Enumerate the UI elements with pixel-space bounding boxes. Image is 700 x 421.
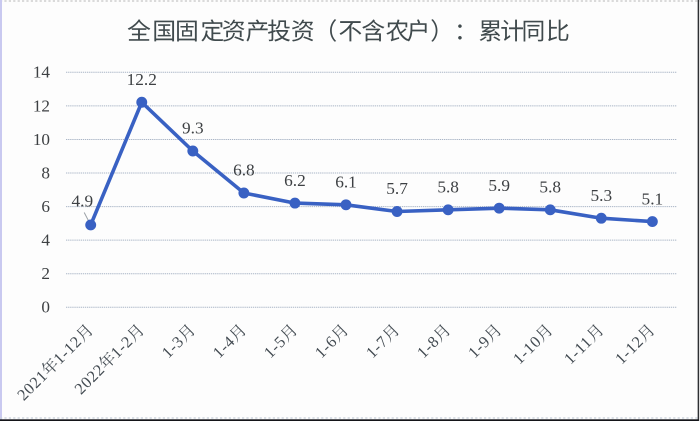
svg-text:9.3: 9.3 <box>182 119 204 138</box>
svg-text:6.8: 6.8 <box>233 161 255 180</box>
svg-text:12.2: 12.2 <box>127 70 157 89</box>
svg-text:6: 6 <box>41 197 50 216</box>
svg-text:0: 0 <box>41 298 50 317</box>
svg-text:12: 12 <box>33 96 50 115</box>
svg-text:5.1: 5.1 <box>642 189 664 208</box>
svg-text:14: 14 <box>33 63 51 82</box>
svg-text:6.1: 6.1 <box>335 172 357 191</box>
svg-text:8: 8 <box>41 163 50 182</box>
svg-text:5.3: 5.3 <box>590 186 612 205</box>
svg-text:5.8: 5.8 <box>539 178 561 197</box>
svg-text:5.7: 5.7 <box>386 179 408 198</box>
svg-text:5.9: 5.9 <box>488 176 510 195</box>
svg-text:4: 4 <box>41 231 50 250</box>
svg-text:5.8: 5.8 <box>437 178 459 197</box>
svg-text:4.9: 4.9 <box>71 192 93 211</box>
svg-text:6.2: 6.2 <box>284 171 306 190</box>
svg-text:2: 2 <box>41 264 50 283</box>
svg-text:10: 10 <box>33 130 50 149</box>
